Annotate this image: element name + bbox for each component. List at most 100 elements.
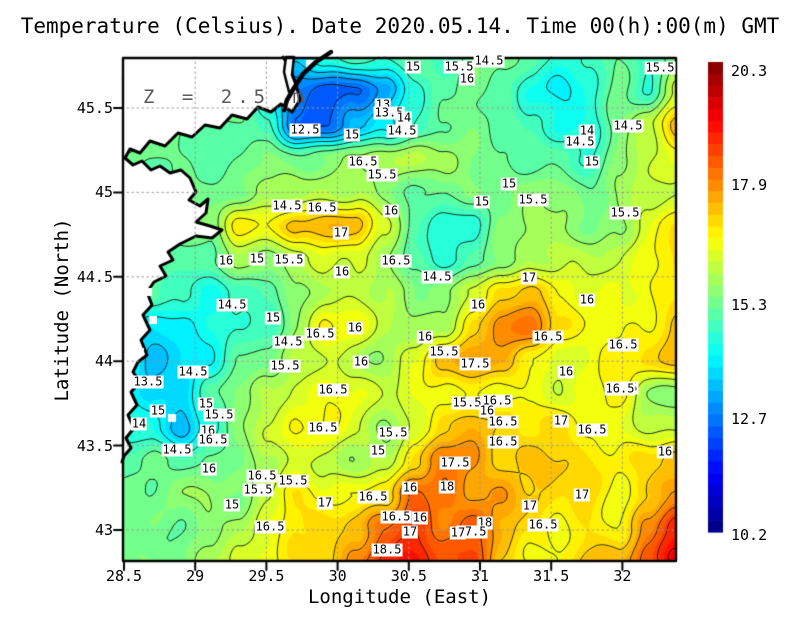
contour-label: 17 [332, 225, 350, 240]
x-axis-label: Longitude (East) [307, 586, 492, 608]
contour-label: 14.5 [473, 53, 505, 68]
contour-label: 15 [369, 443, 387, 458]
contour-label: 15 [264, 310, 282, 325]
contour-label: 15 [223, 497, 241, 512]
contour-label: 15.5 [366, 167, 398, 182]
contour-label: 17 [520, 270, 538, 285]
colorbar-tick-label: 20.3 [731, 62, 768, 80]
contour-label: 16.5 [607, 337, 639, 352]
contour-label: 15 [343, 127, 361, 142]
y-axis-label: Latitude (North) [51, 218, 73, 402]
contour-label: 15.5 [273, 252, 305, 267]
contour-label: 14 [395, 110, 413, 125]
contour-label: 14.5 [421, 269, 453, 284]
contour-label: 15 [500, 176, 518, 191]
colorbar-tick-label: 15.3 [731, 296, 768, 314]
contour-label: 14 [578, 123, 596, 138]
contour-label: 16 [382, 203, 400, 218]
contour-label: 15.5 [443, 59, 475, 74]
contour-label: 15.5 [644, 60, 676, 75]
x-tick-label: 29 [186, 567, 205, 585]
contour-label: 16 [578, 292, 596, 307]
contour-label: 17 [573, 487, 591, 502]
contour-label: 17 [401, 524, 419, 539]
x-tick-label: 30 [328, 567, 347, 585]
x-tick-label: 29.5 [248, 567, 285, 585]
contour-label: 14.5 [161, 442, 193, 457]
y-tick-label: 44.5 [76, 267, 113, 286]
contour-label: 17 [552, 413, 570, 428]
contour-label: 15.5 [428, 344, 460, 359]
x-tick-label: 31 [470, 567, 490, 585]
y-tick-label: 45 [94, 183, 113, 202]
contour-label: 14.5 [386, 123, 418, 138]
x-tick-label: 32 [613, 567, 632, 585]
contour-label: 15.5 [517, 192, 549, 207]
contour-label: 16 [217, 253, 235, 268]
contour-label: 16 [333, 264, 351, 279]
contour-label: 14 [130, 416, 148, 431]
y-tick-label: 43.5 [76, 436, 113, 455]
colorbar-tick-label: 12.7 [731, 410, 768, 428]
contour-label: 15 [197, 396, 215, 411]
contour-label: 17 [449, 525, 467, 540]
contour-label: 16.5 [317, 382, 349, 397]
contour-label: 16 [469, 297, 487, 312]
colorbar-tick-label: 10.2 [731, 526, 768, 544]
contour-label: 16.5 [487, 434, 519, 449]
contour-label: 16.5 [380, 509, 412, 524]
contour-label: 15 [404, 59, 422, 74]
contour-label: 16.5 [527, 517, 559, 532]
plot-title: Temperature (Celsius). Date 2020.05.14. … [20, 14, 780, 38]
contour-label: 18 [438, 479, 456, 494]
contour-label: 17 [521, 498, 539, 513]
contour-label: 16 [346, 320, 364, 335]
x-tick-label: 31.5 [533, 567, 570, 585]
depth-annotation: Z = 2.5 m [143, 86, 309, 108]
contour-label: 17.5 [459, 356, 491, 371]
contour-label: 16.5 [347, 154, 379, 169]
y-tick-label: 44 [94, 352, 113, 371]
contour-label: 16.5 [532, 329, 564, 344]
contour-label: 16.5 [487, 414, 519, 429]
contour-label: 16 [557, 364, 575, 379]
contour-label: 16 [401, 480, 419, 495]
contour-label: 15.5 [451, 395, 483, 410]
contour-label: 14.5 [216, 297, 248, 312]
x-tick-label: 30.5 [390, 567, 427, 585]
contour-label: 16 [200, 461, 218, 476]
contour-label: 16.5 [197, 432, 229, 447]
contour-label: 18.5 [371, 542, 403, 557]
contour-label: 16.5 [307, 420, 339, 435]
contour-label: 15.5 [269, 358, 301, 373]
contour-label: 15 [473, 194, 491, 209]
contour-label: 15 [248, 251, 266, 266]
contour-label: 15.5 [377, 425, 409, 440]
contour-label: 12.5 [289, 122, 321, 137]
contour-label: 15.5 [203, 407, 235, 422]
contour-label: 14.5 [612, 118, 644, 133]
contour-label: 16.5 [576, 422, 608, 437]
contour-label: 15.5 [277, 473, 309, 488]
contour-label: 16.5 [306, 200, 338, 215]
contour-label: 16.5 [604, 381, 636, 396]
contour-label: 16.5 [246, 468, 278, 483]
contour-label: 16 [416, 329, 434, 344]
contour-label: 17.5 [439, 455, 471, 470]
contour-label: 16 [656, 444, 674, 459]
contour-label: 15 [583, 154, 601, 169]
x-tick-label: 28.5 [105, 567, 143, 585]
contour-label: 15.5 [609, 205, 641, 220]
contour-label: 15 [149, 403, 167, 418]
contour-label: 17 [316, 495, 334, 510]
contour-label: 16 [352, 354, 370, 369]
contour-label: 16.5 [481, 393, 513, 408]
contour-label: 14.5 [271, 198, 303, 213]
contour-label: 16.5 [357, 489, 389, 504]
contour-label: 13.5 [132, 374, 164, 389]
contour-label: 16.5 [254, 519, 286, 534]
contour-label: 15.5 [242, 482, 274, 497]
contour-label: 16 [458, 71, 476, 86]
